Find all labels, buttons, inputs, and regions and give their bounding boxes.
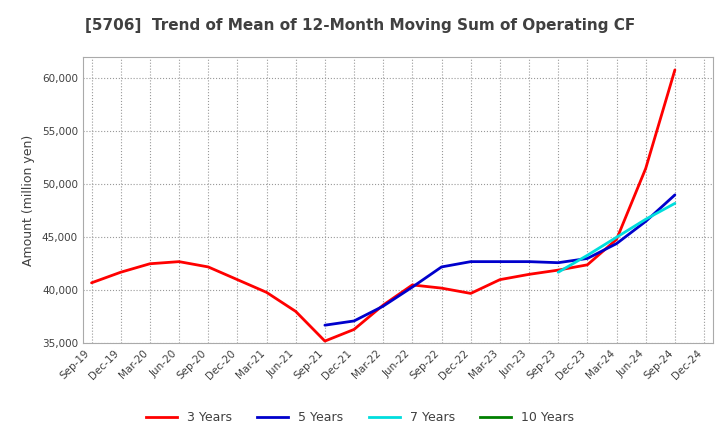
3 Years [320, 338, 329, 344]
5 Years [320, 323, 329, 328]
3 Years [145, 261, 154, 266]
5 Years [554, 260, 562, 265]
3 Years [408, 282, 417, 288]
3 Years [670, 67, 679, 73]
5 Years [525, 259, 534, 264]
3 Years [467, 291, 475, 296]
Line: 3 Years: 3 Years [91, 70, 675, 341]
Y-axis label: Amount (million yen): Amount (million yen) [22, 135, 35, 266]
5 Years [467, 259, 475, 264]
3 Years [437, 286, 446, 291]
Legend: 3 Years, 5 Years, 7 Years, 10 Years: 3 Years, 5 Years, 7 Years, 10 Years [141, 407, 579, 429]
3 Years [583, 262, 592, 268]
5 Years [495, 259, 504, 264]
Line: 7 Years: 7 Years [558, 203, 675, 272]
3 Years [642, 166, 650, 171]
3 Years [350, 327, 359, 332]
7 Years [612, 235, 621, 240]
3 Years [262, 290, 271, 295]
3 Years [175, 259, 184, 264]
7 Years [554, 270, 562, 275]
7 Years [642, 216, 650, 222]
5 Years [350, 318, 359, 323]
5 Years [642, 219, 650, 224]
3 Years [379, 302, 387, 308]
5 Years [670, 192, 679, 198]
3 Years [233, 277, 242, 282]
5 Years [437, 264, 446, 270]
Text: [5706]  Trend of Mean of 12-Month Moving Sum of Operating CF: [5706] Trend of Mean of 12-Month Moving … [85, 18, 635, 33]
7 Years [670, 201, 679, 206]
5 Years [583, 256, 592, 261]
5 Years [379, 304, 387, 309]
5 Years [408, 284, 417, 290]
3 Years [554, 268, 562, 273]
3 Years [495, 277, 504, 282]
3 Years [525, 272, 534, 277]
3 Years [87, 280, 96, 286]
Line: 5 Years: 5 Years [325, 195, 675, 325]
3 Years [292, 309, 300, 314]
3 Years [117, 270, 125, 275]
3 Years [204, 264, 212, 270]
3 Years [612, 237, 621, 242]
7 Years [583, 253, 592, 258]
5 Years [612, 241, 621, 246]
